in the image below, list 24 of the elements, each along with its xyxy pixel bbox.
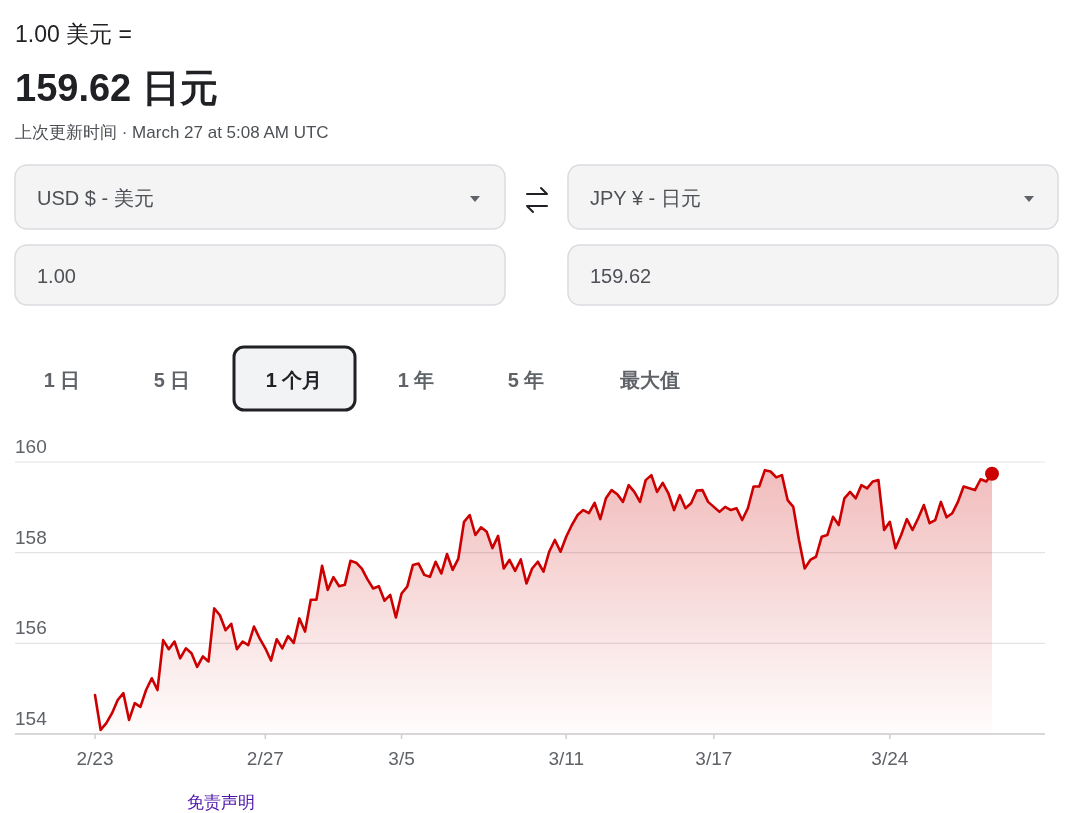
text: USD $ - 美元 <box>37 187 154 209</box>
text: 159.62 <box>590 265 652 287</box>
x-tick-label: 3/5 <box>388 748 415 769</box>
text: 最大值 <box>619 369 680 391</box>
chart-title: 1.00 美元 = <box>15 21 132 47</box>
y-tick-label: 160 <box>15 436 47 457</box>
x-tick-label: 2/27 <box>246 748 284 769</box>
text: JPY ¥ - 日元 <box>590 187 701 209</box>
x-tick-label: 3/24 <box>871 748 909 769</box>
chart-subtitle: 159.62 日元 <box>15 67 218 109</box>
x-tick-label: 2/23 <box>76 748 114 769</box>
text: 1 年 <box>397 369 435 391</box>
x-tick-label: 3/11 <box>548 748 584 769</box>
x-tick-label: 3/17 <box>695 748 733 769</box>
text: 5 年 <box>507 369 545 391</box>
y-tick-label: 154 <box>15 708 48 729</box>
text: 1 日 <box>43 369 81 391</box>
text: 1.00 <box>37 265 76 287</box>
text: 免责声明 <box>187 793 255 812</box>
text: 5 日 <box>153 369 191 391</box>
text: 1 个月 <box>265 369 323 391</box>
y-tick-label: 156 <box>15 617 47 639</box>
y-tick-label: 158 <box>15 526 47 548</box>
text: 上次更新时间 · March 27 at 5:08 AM UTC <box>15 123 329 142</box>
